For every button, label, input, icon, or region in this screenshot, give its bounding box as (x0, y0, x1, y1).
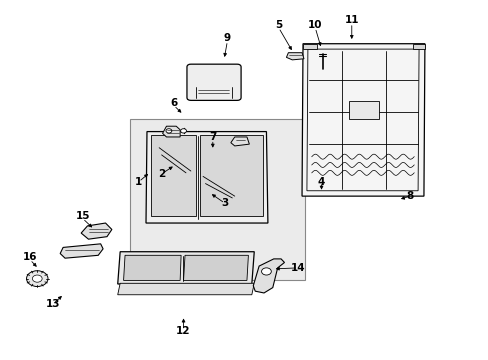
Polygon shape (151, 135, 195, 216)
Polygon shape (303, 44, 316, 49)
Polygon shape (183, 255, 248, 280)
Text: 6: 6 (170, 98, 177, 108)
Polygon shape (253, 259, 284, 293)
Circle shape (26, 271, 48, 287)
Polygon shape (81, 223, 112, 239)
Circle shape (180, 129, 186, 133)
Polygon shape (60, 244, 103, 258)
Text: 3: 3 (221, 198, 228, 208)
Polygon shape (199, 135, 263, 216)
Polygon shape (302, 44, 424, 196)
Text: 13: 13 (46, 299, 61, 309)
Bar (348, 101, 378, 119)
Text: 16: 16 (22, 252, 37, 262)
Text: 12: 12 (176, 325, 190, 336)
Text: 4: 4 (317, 177, 325, 187)
Polygon shape (118, 252, 254, 284)
Circle shape (165, 129, 171, 133)
Polygon shape (146, 132, 267, 223)
Text: 1: 1 (135, 177, 142, 187)
Polygon shape (118, 283, 254, 295)
Text: 15: 15 (75, 211, 90, 221)
Text: 11: 11 (344, 15, 358, 26)
Polygon shape (123, 255, 181, 280)
Polygon shape (162, 126, 180, 137)
Text: 9: 9 (224, 33, 230, 43)
Text: 2: 2 (158, 169, 165, 179)
FancyBboxPatch shape (186, 64, 241, 100)
Text: 5: 5 (274, 20, 282, 30)
Text: 8: 8 (406, 191, 413, 201)
Polygon shape (286, 53, 304, 60)
Circle shape (261, 268, 271, 275)
Polygon shape (412, 44, 424, 49)
Bar (130, 119, 305, 280)
Circle shape (32, 275, 42, 282)
Text: 14: 14 (290, 263, 305, 273)
Text: 7: 7 (209, 132, 216, 142)
Text: 10: 10 (307, 20, 322, 30)
Polygon shape (230, 137, 249, 146)
